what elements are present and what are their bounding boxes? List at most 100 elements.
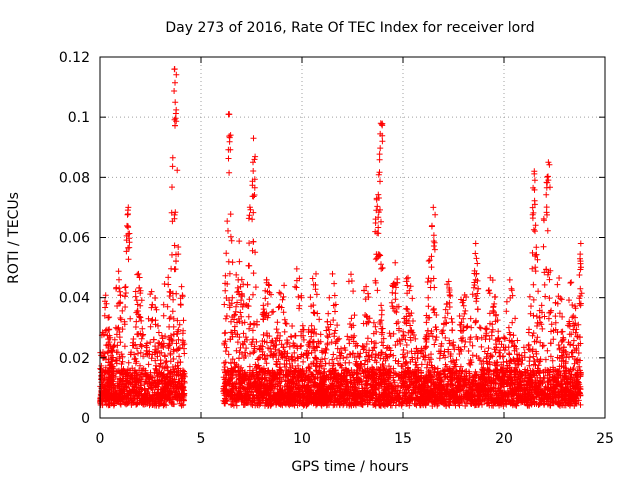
data-point: [152, 295, 159, 301]
data-point: [515, 358, 522, 365]
data-point: [389, 303, 396, 310]
data-point: [108, 358, 115, 365]
data-point: [436, 348, 442, 355]
data-point: [497, 353, 504, 360]
data-point: [174, 328, 181, 335]
data-point: [243, 302, 250, 308]
data-point: [365, 319, 372, 326]
data-point: [138, 335, 145, 342]
data-point: [175, 244, 182, 250]
data-point: [450, 339, 457, 346]
data-point: [371, 345, 377, 351]
data-point: [160, 312, 167, 319]
data-point: [510, 332, 517, 339]
data-point: [414, 364, 421, 371]
data-point: [378, 350, 385, 357]
data-point: [322, 360, 329, 367]
data-point: [394, 303, 400, 310]
data-point: [426, 257, 433, 264]
data-point: [270, 378, 277, 384]
data-point: [568, 349, 575, 356]
data-point: [265, 281, 272, 288]
data-point: [552, 313, 559, 320]
data-point: [332, 340, 339, 347]
data-point: [295, 362, 301, 369]
data-point: [274, 329, 281, 336]
data-point: [477, 397, 484, 404]
data-point: [573, 326, 580, 333]
data-point: [106, 326, 113, 333]
data-point: [501, 373, 508, 379]
data-point: [139, 325, 146, 332]
data-point: [175, 372, 182, 379]
data-point: [258, 346, 265, 353]
data-point: [134, 345, 140, 352]
data-point: [134, 307, 141, 314]
data-point: [412, 335, 419, 342]
data-point: [105, 326, 112, 333]
data-point: [122, 283, 129, 290]
data-point: [238, 301, 244, 308]
data-point: [113, 357, 120, 364]
data-point: [305, 364, 312, 371]
data-point: [159, 335, 166, 342]
chart-title: Day 273 of 2016, Rate Of TEC Index for r…: [165, 20, 534, 36]
data-point: [369, 347, 376, 354]
data-point: [537, 358, 544, 365]
data-point: [236, 258, 243, 265]
data-point: [229, 356, 236, 363]
data-point: [489, 392, 496, 399]
data-point: [447, 351, 454, 357]
data-point: [155, 339, 162, 346]
data-point: [351, 354, 358, 361]
data-point: [549, 357, 556, 364]
data-point: [441, 348, 448, 355]
data-point: [402, 359, 409, 366]
data-point: [169, 308, 176, 315]
data-point: [380, 335, 387, 342]
data-point: [533, 338, 540, 345]
data-point: [263, 276, 270, 283]
data-point: [277, 290, 284, 297]
data-point: [397, 387, 404, 394]
data-point: [149, 301, 156, 308]
data-point: [558, 296, 565, 303]
data-point: [540, 342, 547, 349]
data-point: [132, 288, 139, 295]
data-point: [308, 361, 315, 367]
data-point: [482, 336, 489, 343]
data-point: [390, 365, 397, 372]
data-point: [444, 281, 451, 288]
data-point: [242, 349, 248, 356]
data-point: [283, 320, 290, 327]
data-point: [525, 346, 532, 353]
data-point: [263, 360, 270, 367]
data-point: [109, 354, 116, 361]
data-point: [157, 360, 164, 367]
data-point: [541, 375, 548, 382]
data-point: [293, 265, 300, 272]
data-point: [372, 279, 379, 286]
data-point: [177, 359, 184, 366]
data-point: [390, 352, 397, 359]
data-point: [492, 388, 499, 395]
data-point: [468, 359, 475, 366]
data-point: [170, 323, 177, 330]
data-point: [462, 307, 469, 314]
data-point: [223, 344, 230, 351]
data-point: [570, 365, 577, 372]
data-point: [220, 374, 227, 381]
data-point: [236, 355, 242, 362]
data-point: [158, 349, 165, 356]
data-point: [311, 310, 318, 317]
data-point: [576, 334, 583, 341]
data-point: [330, 317, 337, 324]
data-point: [533, 244, 540, 251]
data-point: [294, 354, 301, 361]
data-point: [399, 351, 406, 358]
data-point: [506, 351, 513, 358]
data-point: [348, 278, 355, 284]
data-point: [399, 336, 405, 343]
data-point: [316, 316, 323, 323]
data-point: [223, 250, 230, 257]
